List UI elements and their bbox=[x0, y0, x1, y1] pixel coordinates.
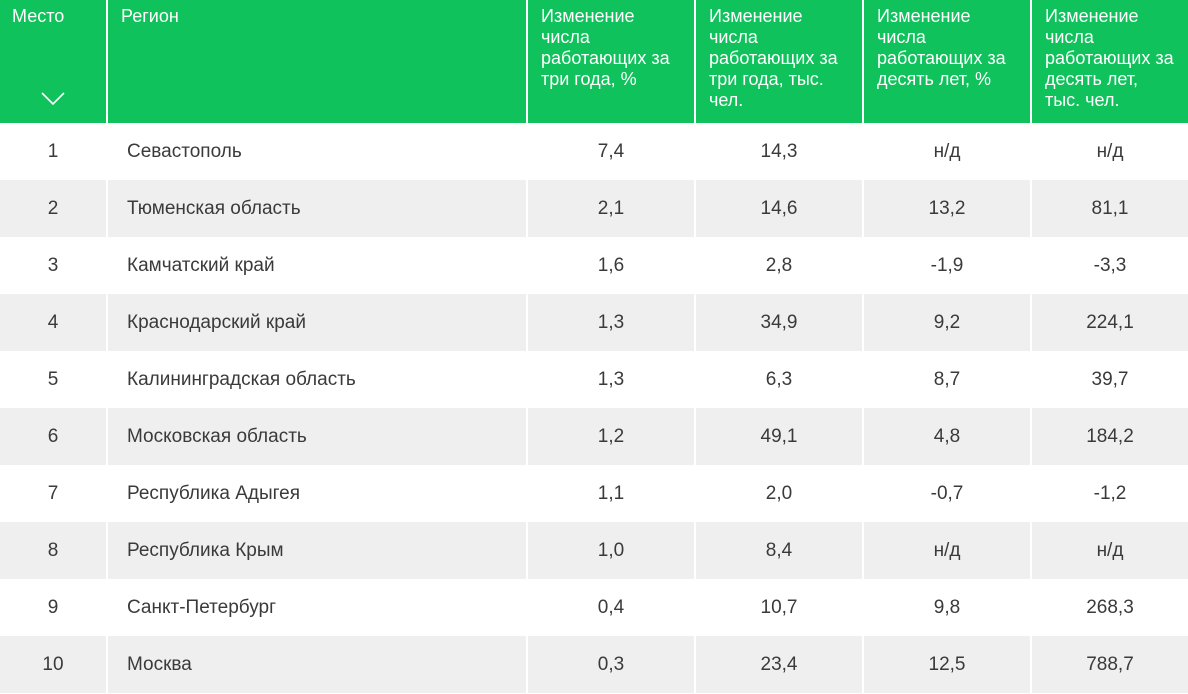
region-cell: Севастополь bbox=[107, 123, 528, 180]
table-row: 1 Севастополь 7,4 14,3 н/д н/д bbox=[0, 123, 1188, 180]
chevron-down-icon[interactable] bbox=[41, 92, 65, 106]
column-header-label: Изменение числа работающих за три года, … bbox=[541, 6, 670, 89]
change-3y-pct-cell: 1,2 bbox=[527, 408, 696, 465]
change-3y-pct-cell: 1,0 bbox=[527, 522, 696, 579]
region-cell: Тюменская область bbox=[107, 180, 528, 237]
table-row: 10 Москва 0,3 23,4 12,5 788,7 bbox=[0, 636, 1188, 693]
column-header-region[interactable]: Регион bbox=[107, 0, 528, 123]
change-3y-pct-cell: 2,1 bbox=[527, 180, 696, 237]
change-10y-pct-cell: 13,2 bbox=[863, 180, 1032, 237]
change-10y-abs-cell: 788,7 bbox=[1031, 636, 1188, 693]
change-3y-pct-cell: 0,3 bbox=[527, 636, 696, 693]
change-10y-pct-cell: н/д bbox=[863, 522, 1032, 579]
change-3y-pct-cell: 1,3 bbox=[527, 351, 696, 408]
change-10y-abs-cell: н/д bbox=[1031, 522, 1188, 579]
change-10y-abs-cell: 224,1 bbox=[1031, 294, 1188, 351]
table-row: 4 Краснодарский край 1,3 34,9 9,2 224,1 bbox=[0, 294, 1188, 351]
change-3y-pct-cell: 1,1 bbox=[527, 465, 696, 522]
column-header-rank[interactable]: Место bbox=[0, 0, 108, 123]
rank-cell: 3 bbox=[0, 237, 108, 294]
change-10y-pct-cell: -1,9 bbox=[863, 237, 1032, 294]
table-header-row: Место Регион Изменение числа работающих … bbox=[0, 0, 1188, 123]
column-header-change-10y-pct[interactable]: Изменение числа работающих за десять лет… bbox=[863, 0, 1032, 123]
table-row: 3 Камчатский край 1,6 2,8 -1,9 -3,3 bbox=[0, 237, 1188, 294]
change-10y-pct-cell: 8,7 bbox=[863, 351, 1032, 408]
rank-cell: 2 bbox=[0, 180, 108, 237]
change-3y-abs-cell: 14,3 bbox=[695, 123, 864, 180]
change-3y-pct-cell: 7,4 bbox=[527, 123, 696, 180]
region-cell: Республика Крым bbox=[107, 522, 528, 579]
change-3y-pct-cell: 1,6 bbox=[527, 237, 696, 294]
column-header-label: Изменение числа работающих за десять лет… bbox=[877, 6, 1006, 89]
column-header-change-3y-pct[interactable]: Изменение числа работающих за три года, … bbox=[527, 0, 696, 123]
region-cell: Московская область bbox=[107, 408, 528, 465]
change-10y-pct-cell: н/д bbox=[863, 123, 1032, 180]
region-cell: Калининградская область bbox=[107, 351, 528, 408]
rank-cell: 10 bbox=[0, 636, 108, 693]
change-3y-abs-cell: 8,4 bbox=[695, 522, 864, 579]
change-10y-pct-cell: -0,7 bbox=[863, 465, 1032, 522]
change-10y-pct-cell: 9,2 bbox=[863, 294, 1032, 351]
change-3y-abs-cell: 2,8 bbox=[695, 237, 864, 294]
change-3y-abs-cell: 34,9 bbox=[695, 294, 864, 351]
change-10y-pct-cell: 12,5 bbox=[863, 636, 1032, 693]
rank-cell: 4 bbox=[0, 294, 108, 351]
rank-cell: 8 bbox=[0, 522, 108, 579]
change-10y-abs-cell: 184,2 bbox=[1031, 408, 1188, 465]
change-10y-abs-cell: 268,3 bbox=[1031, 579, 1188, 636]
change-10y-pct-cell: 9,8 bbox=[863, 579, 1032, 636]
table-row: 8 Республика Крым 1,0 8,4 н/д н/д bbox=[0, 522, 1188, 579]
change-3y-abs-cell: 2,0 bbox=[695, 465, 864, 522]
table-row: 5 Калининградская область 1,3 6,3 8,7 39… bbox=[0, 351, 1188, 408]
rank-cell: 6 bbox=[0, 408, 108, 465]
table-row: 2 Тюменская область 2,1 14,6 13,2 81,1 bbox=[0, 180, 1188, 237]
change-3y-abs-cell: 23,4 bbox=[695, 636, 864, 693]
table-row: 6 Московская область 1,2 49,1 4,8 184,2 bbox=[0, 408, 1188, 465]
change-10y-abs-cell: 81,1 bbox=[1031, 180, 1188, 237]
change-3y-abs-cell: 6,3 bbox=[695, 351, 864, 408]
change-10y-abs-cell: -3,3 bbox=[1031, 237, 1188, 294]
change-3y-abs-cell: 10,7 bbox=[695, 579, 864, 636]
change-3y-abs-cell: 49,1 bbox=[695, 408, 864, 465]
column-header-label: Регион bbox=[121, 6, 179, 26]
table-row: 7 Республика Адыгея 1,1 2,0 -0,7 -1,2 bbox=[0, 465, 1188, 522]
column-header-label: Изменение числа работающих за десять лет… bbox=[1045, 6, 1174, 110]
region-cell: Санкт-Петербург bbox=[107, 579, 528, 636]
change-3y-pct-cell: 0,4 bbox=[527, 579, 696, 636]
rank-cell: 9 bbox=[0, 579, 108, 636]
rank-cell: 5 bbox=[0, 351, 108, 408]
column-header-label: Место bbox=[12, 6, 65, 26]
change-10y-abs-cell: -1,2 bbox=[1031, 465, 1188, 522]
change-10y-pct-cell: 4,8 bbox=[863, 408, 1032, 465]
change-3y-pct-cell: 1,3 bbox=[527, 294, 696, 351]
region-cell: Краснодарский край bbox=[107, 294, 528, 351]
rank-cell: 1 bbox=[0, 123, 108, 180]
region-cell: Москва bbox=[107, 636, 528, 693]
column-header-change-10y-abs[interactable]: Изменение числа работающих за десять лет… bbox=[1031, 0, 1188, 123]
change-10y-abs-cell: н/д bbox=[1031, 123, 1188, 180]
change-10y-abs-cell: 39,7 bbox=[1031, 351, 1188, 408]
column-header-change-3y-abs[interactable]: Изменение числа работающих за три года, … bbox=[695, 0, 864, 123]
region-cell: Республика Адыгея bbox=[107, 465, 528, 522]
column-header-label: Изменение числа работающих за три года, … bbox=[709, 6, 838, 110]
region-cell: Камчатский край bbox=[107, 237, 528, 294]
table-row: 9 Санкт-Петербург 0,4 10,7 9,8 268,3 bbox=[0, 579, 1188, 636]
change-3y-abs-cell: 14,6 bbox=[695, 180, 864, 237]
rank-cell: 7 bbox=[0, 465, 108, 522]
